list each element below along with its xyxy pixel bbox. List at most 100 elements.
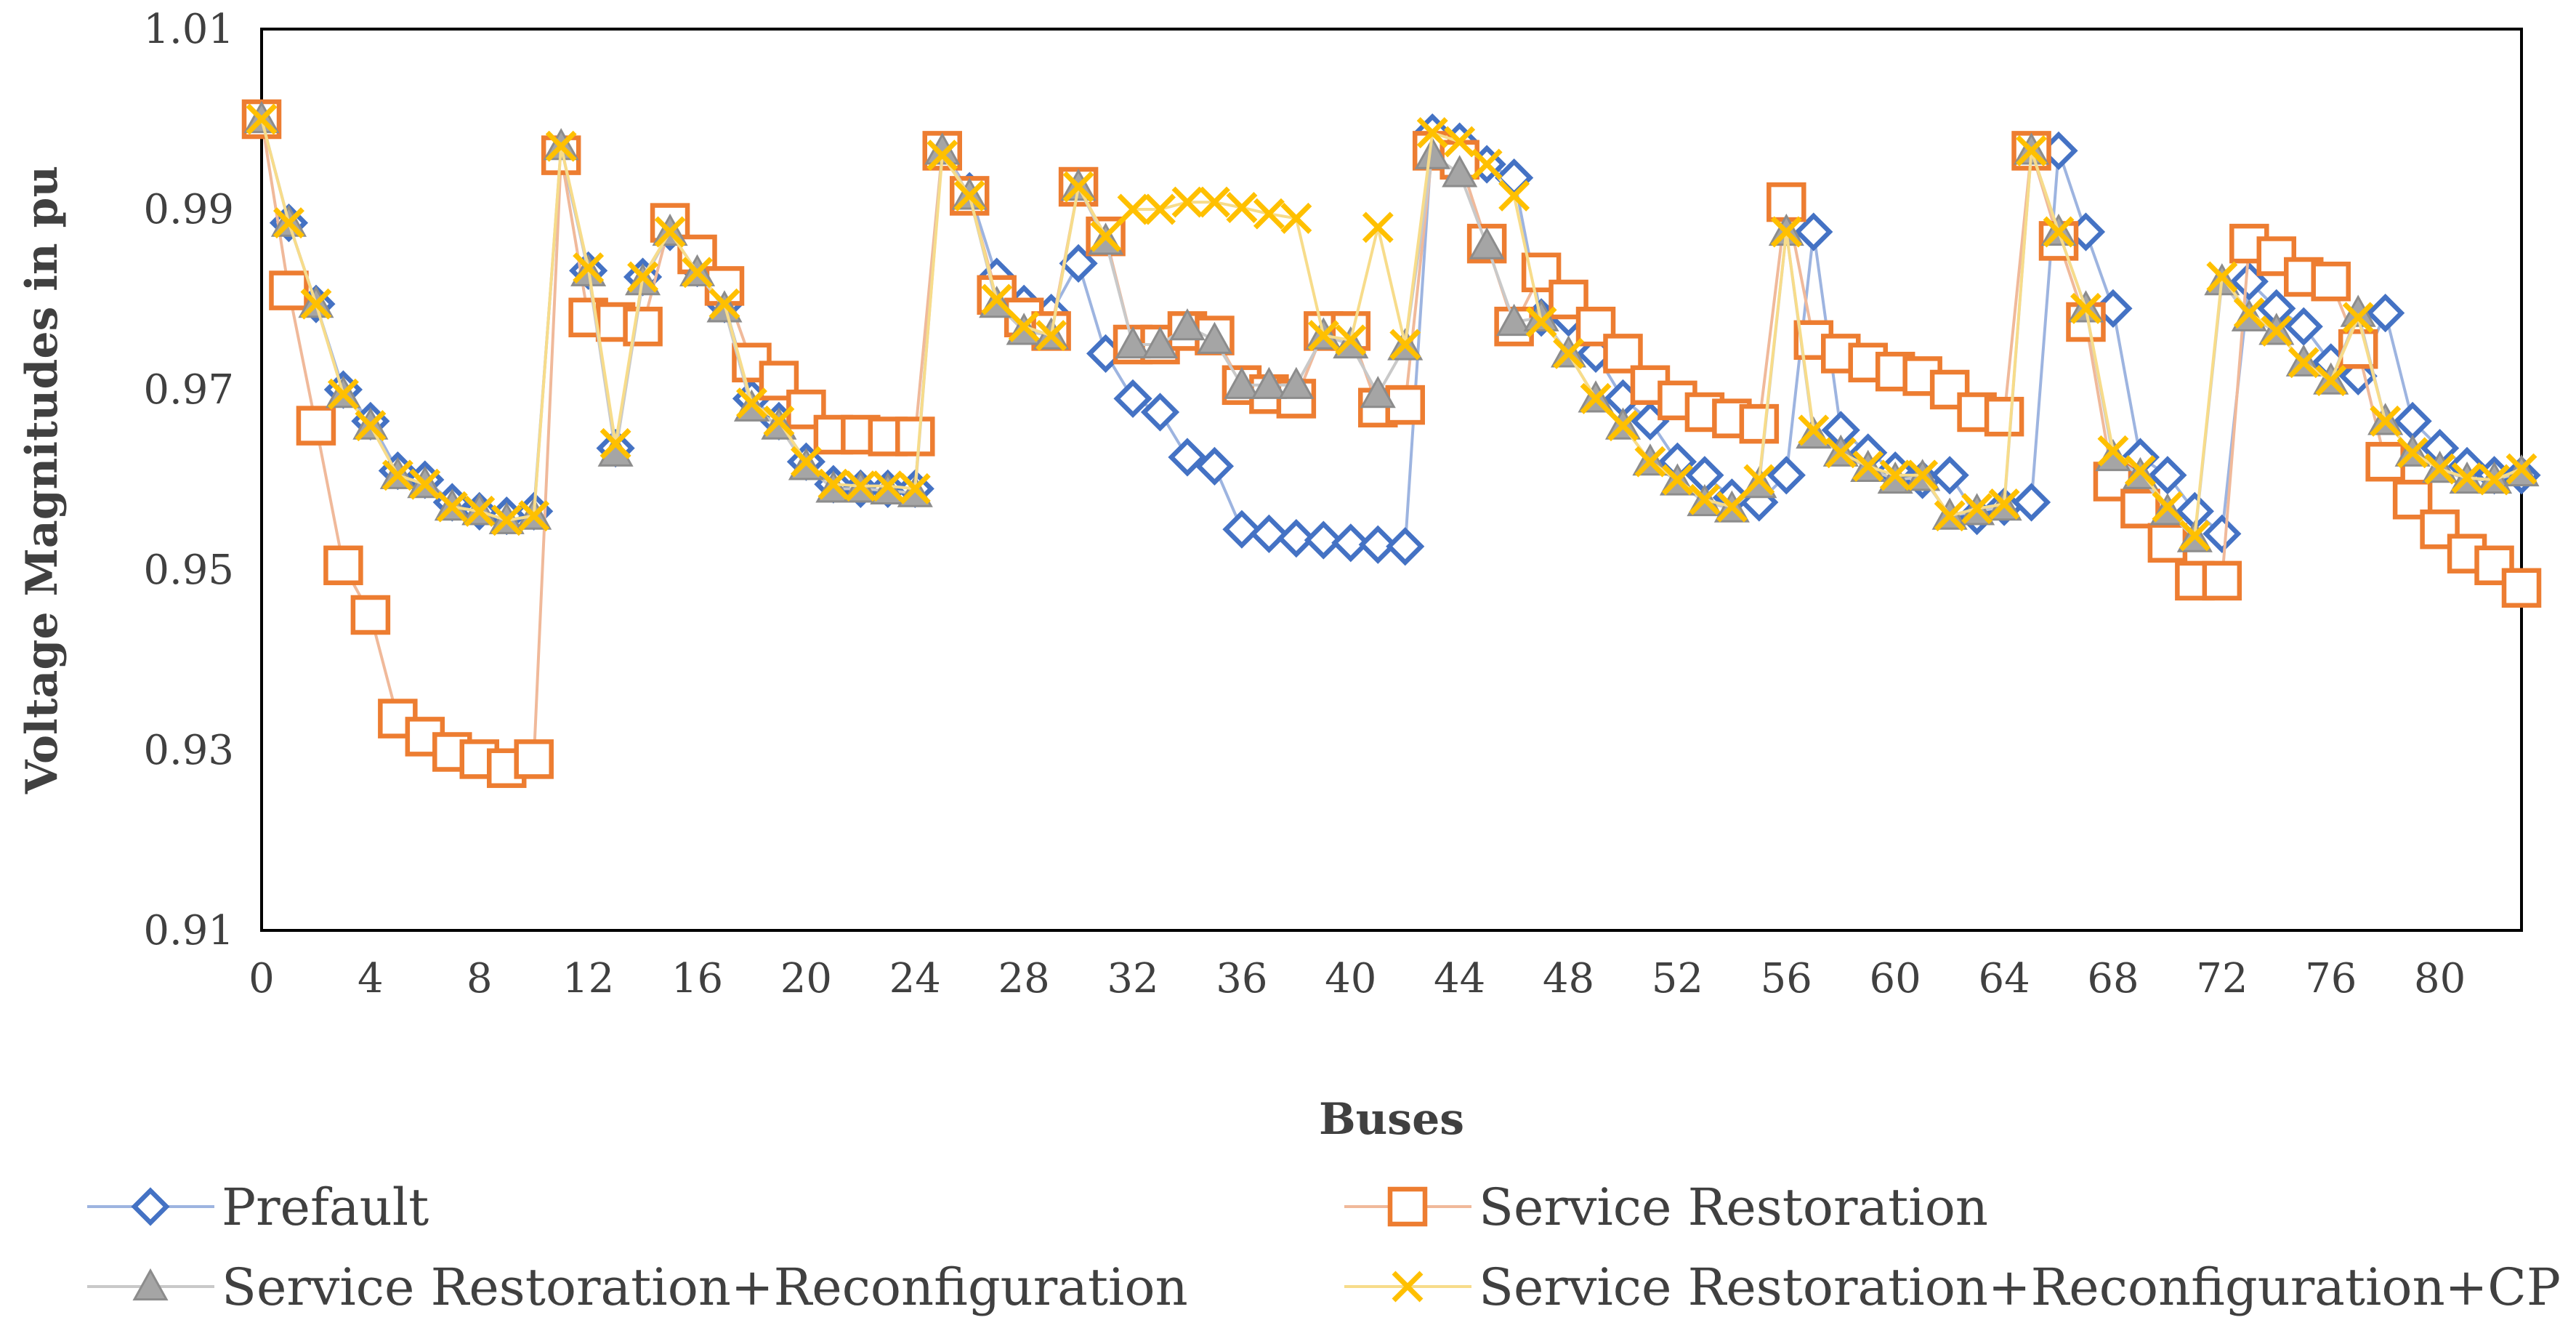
data-point xyxy=(899,472,931,504)
data-point xyxy=(1498,180,1530,212)
legend-label: Service Restoration+Reconfiguration+CP xyxy=(1479,1257,2561,1317)
x-tick-label: 28 xyxy=(998,955,1050,1002)
data-point xyxy=(2124,455,2156,487)
data-point xyxy=(1988,488,2020,520)
x-tick-label: 32 xyxy=(1107,955,1158,1002)
data-point xyxy=(2311,261,2351,302)
legend-item: Prefault xyxy=(87,1178,429,1237)
data-point xyxy=(1444,126,1476,158)
data-point xyxy=(1469,227,1505,259)
data-point xyxy=(654,216,686,248)
data-point xyxy=(1549,279,1588,320)
legend-label: Service Restoration+Reconfiguration xyxy=(222,1257,1188,1317)
data-point xyxy=(323,545,363,586)
data-point xyxy=(1603,334,1643,374)
data-point xyxy=(2365,441,2405,482)
data-point xyxy=(490,504,522,536)
data-point xyxy=(1117,193,1149,225)
data-point xyxy=(1442,155,1478,188)
data-point xyxy=(2342,302,2374,334)
data-point xyxy=(1798,414,1830,446)
data-point xyxy=(1580,382,1612,414)
y-axis-title: Voltage Magnitudes in pu xyxy=(17,166,68,794)
data-point xyxy=(1525,306,1557,338)
data-point xyxy=(2148,456,2187,495)
data-point xyxy=(1362,212,1394,244)
data-point xyxy=(1253,198,1285,230)
data-point xyxy=(627,261,659,293)
data-point xyxy=(1142,326,1179,359)
data-point xyxy=(623,306,663,347)
y-tick-label: 1.01 xyxy=(143,6,234,53)
x-tick-label: 24 xyxy=(889,955,941,1002)
x-tick-label: 60 xyxy=(1870,955,1921,1002)
data-point xyxy=(1471,148,1503,180)
data-point xyxy=(2120,488,2160,528)
data-point xyxy=(1358,525,1397,564)
data-point xyxy=(1553,337,1585,369)
data-point xyxy=(514,739,554,779)
data-point xyxy=(272,207,304,239)
x-tick-label: 68 xyxy=(2087,955,2139,1002)
data-point xyxy=(1794,212,1833,251)
series-layer xyxy=(241,99,2542,789)
data-point xyxy=(381,459,413,491)
data-point xyxy=(1196,321,1232,354)
data-point xyxy=(1278,366,1315,399)
data-point xyxy=(1930,456,1969,495)
data-point xyxy=(1767,456,1806,495)
data-point xyxy=(1496,303,1533,337)
data-point xyxy=(1689,483,1721,515)
data-point xyxy=(1224,366,1260,399)
data-point xyxy=(1360,376,1396,409)
x-tick-label: 8 xyxy=(467,955,493,1002)
data-point xyxy=(1770,216,1802,248)
data-point xyxy=(2206,261,2238,293)
x-tick-label: 48 xyxy=(1543,955,1594,1002)
data-point xyxy=(573,252,605,284)
data-point xyxy=(2451,462,2483,494)
data-point xyxy=(953,180,985,212)
data-point xyxy=(2147,523,2188,563)
data-point xyxy=(436,491,468,523)
data-point xyxy=(2506,453,2537,485)
data-point xyxy=(327,378,359,410)
data-point xyxy=(1907,459,1939,491)
data-point xyxy=(790,446,822,478)
y-tick-label: 0.93 xyxy=(143,727,234,774)
data-point xyxy=(2043,216,2075,248)
legend-label: Prefault xyxy=(222,1178,429,1237)
x-tick-label: 72 xyxy=(2196,955,2248,1002)
data-point xyxy=(1389,329,1421,361)
x-tick-label: 12 xyxy=(562,955,614,1002)
data-point xyxy=(2233,297,2265,329)
x-axis-ticks: 0 4 8 12 16 20 24 28 32 36 40 44 48 52 56 60 64 68 72 76 80 xyxy=(249,955,2466,1002)
data-point xyxy=(1307,320,1339,352)
data-point xyxy=(2501,568,2542,608)
x-tick-label: 40 xyxy=(1325,955,1376,1002)
data-point xyxy=(1171,186,1203,218)
legend-item: Service Restoration+Reconfiguration+CP xyxy=(1344,1257,2561,1317)
data-point xyxy=(1661,464,1693,496)
data-point xyxy=(1743,464,1775,496)
data-point xyxy=(1852,450,1884,482)
data-point xyxy=(1934,500,1966,532)
data-point xyxy=(1634,446,1666,478)
data-point xyxy=(1386,527,1425,566)
x-tick-label: 36 xyxy=(1216,955,1267,1002)
data-point xyxy=(300,288,332,320)
data-point xyxy=(817,468,849,500)
legend-item: Service Restoration+Reconfiguration xyxy=(87,1257,1188,1317)
data-point xyxy=(895,416,935,456)
y-axis-ticks: 0.91 0.93 0.95 0.97 0.99 1.01 xyxy=(143,6,234,954)
data-point xyxy=(2424,453,2456,485)
data-point xyxy=(735,387,767,419)
data-point xyxy=(2011,483,2051,522)
data-point xyxy=(1961,493,1993,525)
data-point xyxy=(1169,308,1206,341)
data-point xyxy=(1304,520,1343,560)
x-tick-label: 4 xyxy=(358,955,384,1002)
data-point xyxy=(1879,459,1911,491)
data-point xyxy=(350,595,391,635)
